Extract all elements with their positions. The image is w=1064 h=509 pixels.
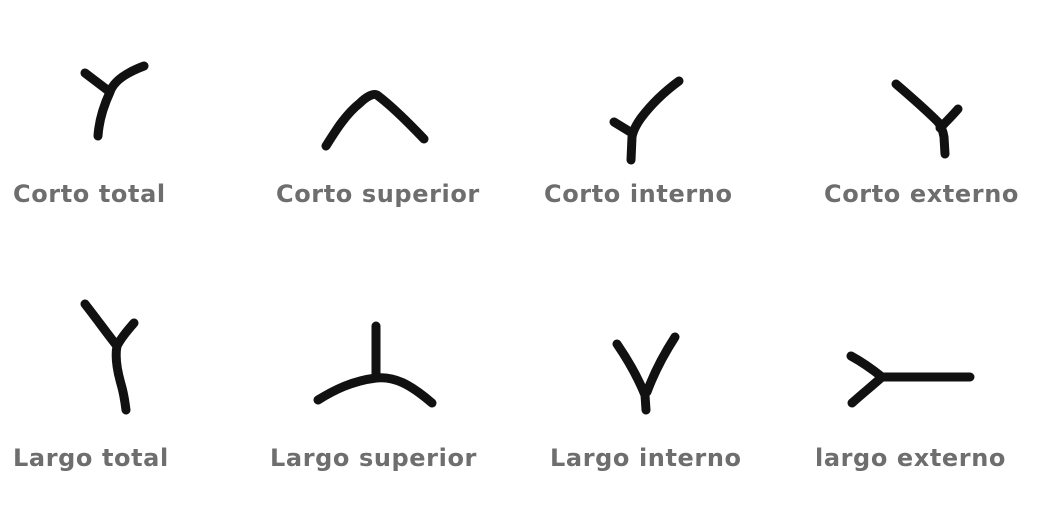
- pattern-label-corto-externo: Corto externo: [824, 180, 1019, 208]
- pattern-label-corto-interno: Corto interno: [544, 180, 733, 208]
- pattern-label-largo-total: Largo total: [13, 444, 169, 472]
- pattern-label-corto-total: Corto total: [13, 180, 166, 208]
- pattern-label-largo-interno: Largo interno: [550, 444, 742, 472]
- pattern-label-largo-externo: largo externo: [815, 444, 1006, 472]
- pattern-label-corto-superior: Corto superior: [276, 180, 480, 208]
- pattern-label-largo-superior: Largo superior: [270, 444, 477, 472]
